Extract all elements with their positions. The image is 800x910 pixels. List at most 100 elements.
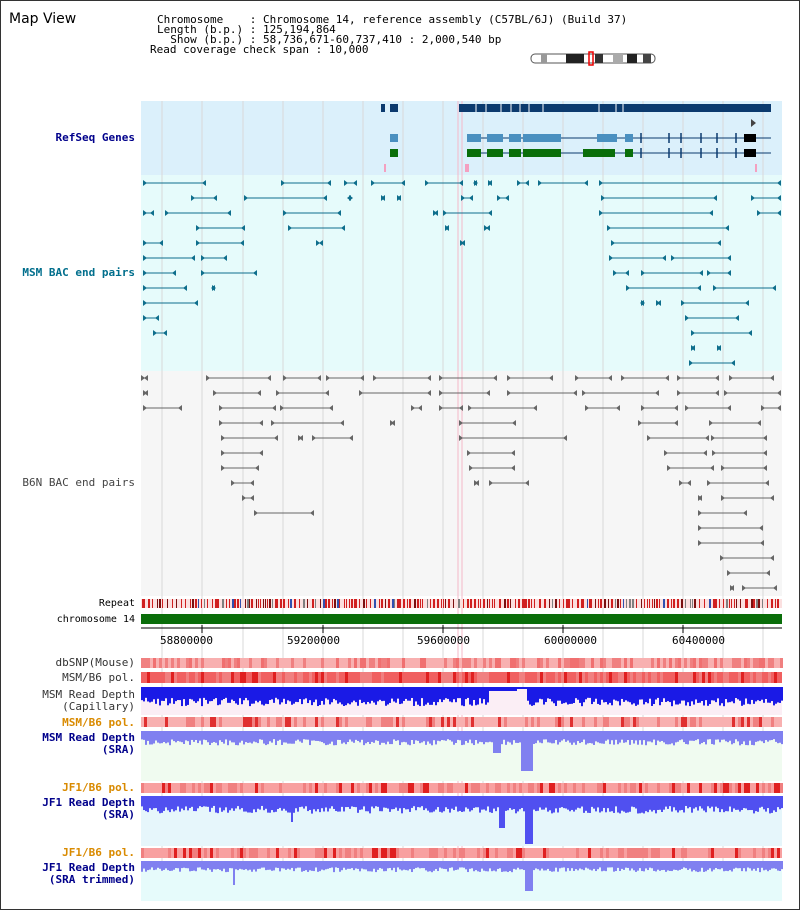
depth-bar [309, 687, 311, 701]
heat-cell [252, 848, 255, 858]
b6n-bac-end [655, 390, 659, 396]
heat-cell [216, 783, 219, 793]
read-depth-tracks[interactable] [141, 687, 783, 891]
b6n-bac-end [144, 375, 148, 381]
repeat-element [504, 599, 506, 608]
heat-cell [144, 717, 147, 727]
depth-bar [257, 861, 259, 869]
depth-bar [395, 796, 397, 808]
msm-bac-end [772, 285, 776, 291]
refseq-gene-features[interactable] [381, 104, 771, 172]
msm-bac-end [241, 225, 245, 231]
depth-bar [483, 687, 485, 700]
depth-bar [493, 796, 495, 809]
b6n-bac-end [763, 465, 767, 471]
depth-bar [175, 687, 177, 702]
depth-bar [747, 861, 749, 868]
msm-bac-end [143, 270, 147, 276]
repeat-element [583, 599, 584, 608]
repeat-track[interactable] [141, 599, 782, 608]
depth-bar [227, 687, 229, 703]
msm-bac-end [662, 255, 666, 261]
heat-cell [654, 672, 657, 683]
depth-bar [569, 687, 571, 704]
depth-bar [159, 687, 161, 706]
depth-bar [267, 731, 269, 745]
depth-bar [231, 796, 233, 809]
depth-bar [717, 687, 719, 699]
msm-bac-features[interactable] [143, 180, 781, 366]
depth-bar [575, 796, 577, 810]
track-label-msm-bac[interactable]: MSM BAC end pairs [22, 266, 135, 279]
depth-bar [301, 861, 303, 872]
depth-bar [739, 687, 741, 701]
b6n-bac-end [763, 450, 767, 456]
heat-cell [675, 717, 678, 727]
chromosome-bar[interactable] [141, 614, 782, 624]
track-label-dbsnp: dbSNP(Mouse) [55, 656, 135, 669]
msm-bac-end [691, 330, 695, 336]
depth-bar [305, 687, 307, 699]
heat-cell [303, 783, 306, 793]
heat-cell [279, 717, 282, 727]
heat-cell [597, 783, 600, 793]
depth-bar [243, 687, 245, 701]
heat-cell [771, 848, 774, 858]
depth-bar [537, 796, 539, 811]
heat-cell [699, 658, 702, 668]
depth-bar [675, 731, 677, 743]
b6n-bac-end [312, 435, 316, 441]
depth-bar [185, 861, 187, 869]
heat-cell [558, 658, 561, 668]
heat-cell [315, 672, 318, 683]
depth-bar [545, 861, 547, 871]
depth-bar [675, 861, 677, 870]
depth-bar [245, 861, 247, 870]
msm-bac-end [371, 180, 375, 186]
depth-bar [383, 861, 385, 872]
depth-bar [685, 731, 687, 745]
depth-bar [643, 796, 645, 814]
heat-cell [372, 848, 375, 858]
depth-bar [651, 861, 653, 869]
depth-bar [549, 731, 551, 743]
track-label-refseq[interactable]: RefSeq Genes [55, 131, 135, 144]
b6n-bac-end [340, 420, 344, 426]
heat-cell [255, 717, 258, 727]
depth-bar [507, 861, 509, 873]
depth-bar [613, 796, 615, 813]
depth-bar [603, 796, 605, 808]
depth-bar [389, 796, 391, 812]
heat-cell [759, 658, 762, 668]
depth-bar [529, 687, 531, 705]
depth-bar [655, 731, 657, 746]
b6n-bac-features[interactable] [141, 375, 781, 591]
depth-bar [633, 687, 635, 704]
depth-bar [515, 796, 517, 814]
depth-bar [475, 687, 477, 706]
depth-bar [541, 687, 543, 700]
heat-cell [621, 717, 624, 727]
b6n-bac-end [698, 525, 702, 531]
repeat-element [644, 599, 645, 608]
chromosome-ideogram[interactable] [530, 51, 656, 66]
depth-bar [173, 731, 175, 742]
depth-bar [367, 687, 369, 702]
repeat-element [267, 599, 268, 608]
b6n-bac-end [507, 390, 511, 396]
heat-cell [240, 848, 243, 858]
depth-bar [477, 861, 479, 872]
heat-cell [558, 717, 561, 727]
track-label-b6n-bac[interactable]: B6N BAC end pairs [22, 476, 135, 489]
depth-bar [663, 861, 665, 870]
depth-bar [229, 796, 231, 811]
polymorphism-heat-strips[interactable] [141, 658, 783, 858]
depth-bar [755, 731, 757, 742]
depth-bar [445, 687, 447, 699]
depth-bar [691, 796, 693, 813]
heat-cell [528, 783, 531, 793]
depth-bar [499, 861, 501, 869]
b6n-bac-end [468, 405, 472, 411]
heat-cell [576, 848, 579, 858]
